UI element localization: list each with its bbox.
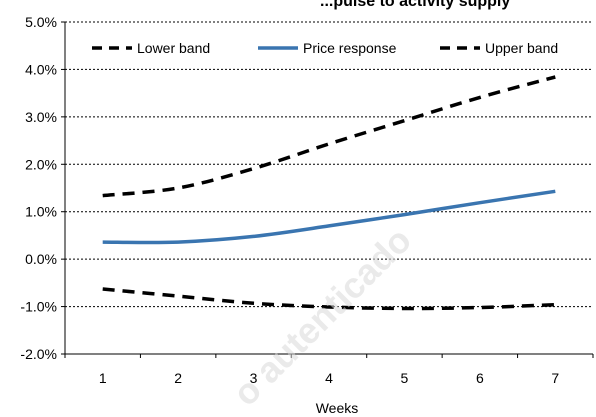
y-tick-label-1: -1.0%: [20, 299, 57, 315]
x-tick-label-2: 3: [250, 370, 258, 386]
legend: Lower band Price response Upper band: [92, 40, 558, 56]
series-line-price-response: [102, 189, 556, 245]
y-tick-label-3: 1.0%: [25, 204, 57, 220]
series-line-upper-band: [102, 75, 556, 198]
series-lines: [102, 75, 556, 311]
x-tick-label-1: 2: [174, 370, 182, 386]
axes: [61, 21, 594, 358]
legend-label-lower-band: Lower band: [137, 40, 210, 56]
legend-label-price-response: Price response: [303, 40, 397, 56]
series-line-lower-band: [102, 287, 556, 311]
x-tick-label-4: 5: [401, 370, 409, 386]
y-tick-label-0: -2.0%: [20, 346, 57, 362]
y-tick-label-5: 3.0%: [25, 109, 57, 125]
y-tick-label-6: 4.0%: [25, 61, 57, 77]
x-axis-title: Weeks: [316, 400, 359, 416]
tick-labels: -2.0% -1.0% 0.0% 1.0% 2.0% 3.0% 4.0% 5.0% 1 2 3 4 5 6…: [20, 14, 559, 386]
x-tick-label-5: 6: [476, 370, 484, 386]
chart-title: ...pulse to activity supply: [320, 0, 510, 10]
grid: [65, 21, 593, 308]
x-tick-label-0: 1: [99, 370, 107, 386]
x-tick-label-6: 7: [551, 370, 559, 386]
legend-label-upper-band: Upper band: [485, 40, 558, 56]
x-tick-label-3: 4: [325, 370, 333, 386]
y-tick-label-2: 0.0%: [25, 251, 57, 267]
y-tick-label-4: 2.0%: [25, 156, 57, 172]
y-tick-label-7: 5.0%: [25, 14, 57, 30]
watermark: o autenticado: [225, 219, 419, 413]
